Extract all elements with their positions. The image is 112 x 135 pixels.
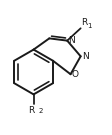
Text: R: R	[28, 107, 34, 115]
Text: R: R	[81, 18, 87, 27]
Text: O: O	[72, 70, 79, 79]
Text: 2: 2	[38, 108, 42, 114]
Text: N: N	[82, 52, 89, 61]
Text: N: N	[69, 36, 75, 45]
Text: 1: 1	[87, 23, 92, 29]
